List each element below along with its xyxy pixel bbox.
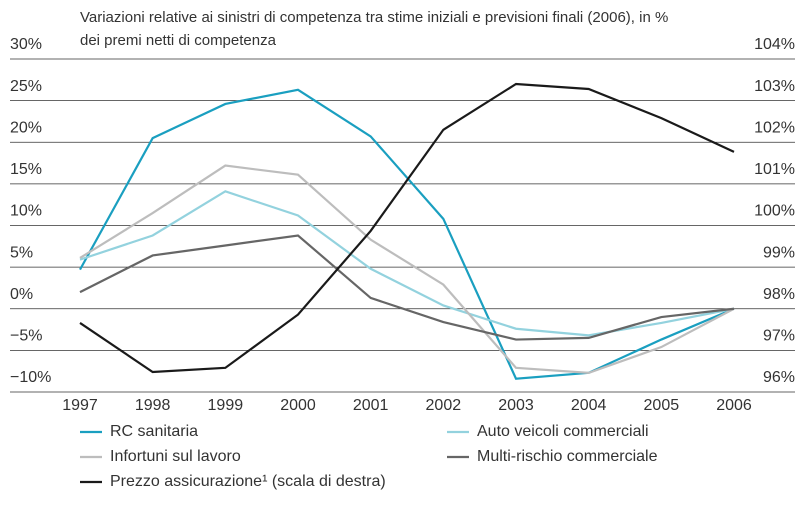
x-tick-label: 2000	[280, 397, 316, 414]
series-line	[79, 88, 735, 380]
series-line	[79, 82, 735, 374]
x-tick-label: 1997	[62, 397, 98, 414]
y-tick-label: −10%	[10, 369, 51, 386]
y2-tick-label: 102%	[754, 119, 795, 136]
series-line	[79, 164, 735, 374]
x-tick-label: 2003	[498, 397, 534, 414]
y-tick-label: 0%	[10, 286, 33, 303]
x-tick-label: 1999	[208, 397, 244, 414]
y-tick-label: 25%	[10, 78, 42, 95]
x-tick-label: 1998	[135, 397, 171, 414]
x-tick-label: 2002	[426, 397, 462, 414]
y2-tick-label: 99%	[763, 244, 795, 261]
y2-tick-label: 98%	[763, 286, 795, 303]
x-tick-label: 2004	[571, 397, 607, 414]
y-tick-label: −5%	[10, 328, 42, 345]
y-tick-label: 5%	[10, 244, 33, 261]
y-tick-label: 20%	[10, 119, 42, 136]
y2-tick-label: 101%	[754, 161, 795, 178]
y2-tick-label: 97%	[763, 328, 795, 345]
series-line	[79, 190, 735, 337]
x-tick-label: 2006	[716, 397, 752, 414]
legend-label: Infortuni sul lavoro	[110, 448, 241, 465]
legend-label: RC sanitaria	[110, 423, 198, 440]
chart-title: Variazioni relative ai sinistri di compe…	[80, 9, 669, 49]
legend-label: Auto veicoli commerciali	[477, 423, 649, 440]
y2-tick-label: 96%	[763, 369, 795, 386]
y2-tick-label: 103%	[754, 78, 795, 95]
y-tick-label: 15%	[10, 161, 42, 178]
legend-label: Prezzo assicurazione¹ (scala di destra)	[110, 473, 386, 490]
legend-label: Multi-rischio commerciale	[477, 448, 658, 465]
series-line	[79, 234, 735, 341]
y2-tick-label: 100%	[754, 203, 795, 220]
y-tick-label: 30%	[10, 36, 42, 53]
x-tick-label: 2005	[644, 397, 680, 414]
x-tick-label: 2001	[353, 397, 389, 414]
y2-tick-label: 104%	[754, 36, 795, 53]
y-tick-label: 10%	[10, 203, 42, 220]
